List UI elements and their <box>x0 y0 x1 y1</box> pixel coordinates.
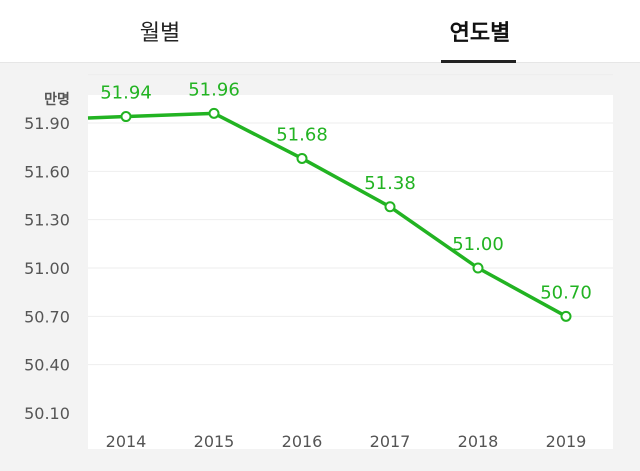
x-tick-label: 2019 <box>546 432 587 451</box>
x-tick-label: 2017 <box>370 432 411 451</box>
x-tick-label: 2014 <box>106 432 147 451</box>
grid-lines <box>88 74 613 366</box>
x-tick-label: 2015 <box>194 432 235 451</box>
data-point <box>120 111 132 123</box>
data-label: 51.38 <box>364 173 416 194</box>
y-tick-label: 50.40 <box>24 356 70 375</box>
data-label: 51.94 <box>100 83 152 104</box>
data-label: 50.70 <box>540 282 592 303</box>
population-line-chart: 만명 51.90 51.60 51.30 51.00 50.70 50.40 50.10 2… <box>24 74 613 451</box>
y-tick-label: 50.70 <box>24 307 70 326</box>
tab-yearly[interactable]: 연도별 <box>320 0 640 62</box>
tab-monthly[interactable]: 월별 <box>0 0 320 62</box>
data-label: 51.00 <box>452 234 504 255</box>
data-point <box>296 152 308 164</box>
data-labels: 51.94 51.96 51.68 51.38 51.00 50.70 <box>100 79 592 303</box>
data-points <box>120 107 572 322</box>
data-point <box>472 262 484 274</box>
data-point <box>560 310 572 322</box>
y-tick-label: 51.90 <box>24 114 70 133</box>
y-tick-label: 51.60 <box>24 162 70 181</box>
y-unit-label: 만명 <box>44 91 70 108</box>
data-label: 51.96 <box>188 79 240 100</box>
data-point <box>208 107 220 119</box>
x-tick-label: 2018 <box>458 432 499 451</box>
plot-area <box>88 95 613 449</box>
tab-yearly-label: 연도별 <box>449 21 511 46</box>
active-tab-indicator <box>441 60 516 63</box>
tab-bar: 월별 연도별 <box>0 0 640 63</box>
y-tick-label: 51.30 <box>24 211 70 230</box>
x-axis-ticks: 2014 2015 2016 2017 2018 2019 <box>106 432 587 451</box>
data-point <box>384 201 396 213</box>
y-tick-label: 50.10 <box>24 404 70 423</box>
y-axis-ticks: 51.90 51.60 51.30 51.00 50.70 50.40 50.10 <box>24 114 70 423</box>
y-tick-label: 51.00 <box>24 259 70 278</box>
tab-monthly-label: 월별 <box>139 21 181 46</box>
x-tick-label: 2016 <box>282 432 323 451</box>
data-label: 51.68 <box>276 124 328 145</box>
